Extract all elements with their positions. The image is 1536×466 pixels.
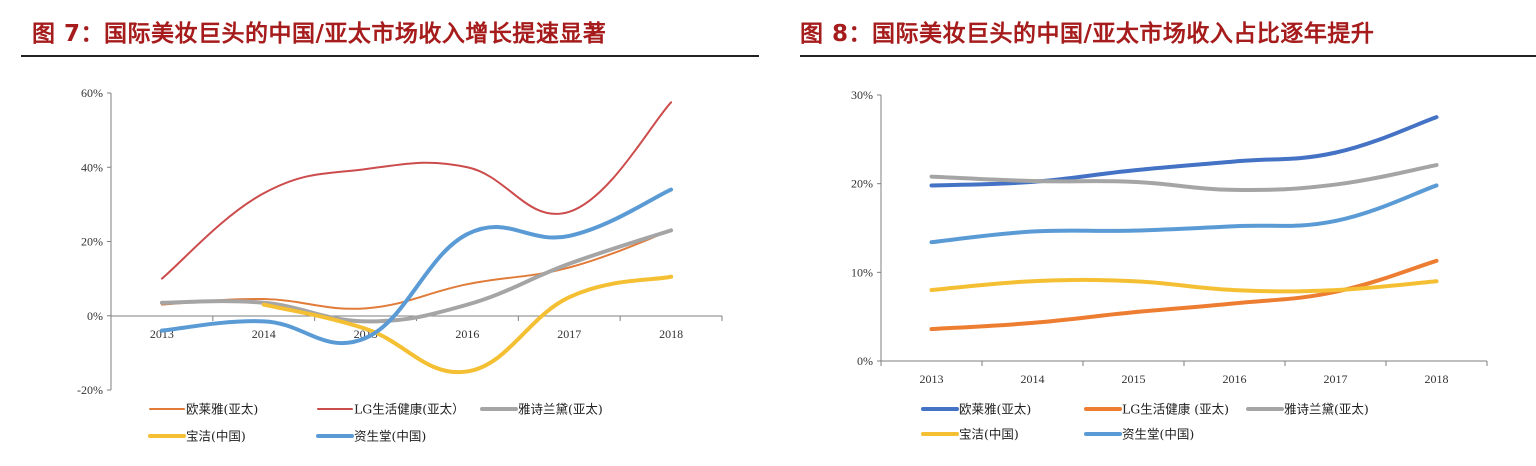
legend-label: 资生堂(中国) bbox=[1122, 427, 1194, 442]
y-tick-label: 30% bbox=[851, 88, 873, 102]
y-tick-label: 20% bbox=[851, 177, 873, 191]
y-tick-label: 0% bbox=[857, 354, 873, 368]
y-tick-label: 20% bbox=[81, 235, 103, 249]
legend-item: LG生活健康(亚太） bbox=[317, 402, 465, 417]
legend-label: 雅诗兰黛(亚太) bbox=[1284, 402, 1369, 417]
x-tick-label: 2018 bbox=[659, 327, 683, 341]
x-tick-label: 2017 bbox=[1324, 372, 1348, 386]
x-tick-label: 2014 bbox=[252, 327, 276, 341]
legend-item: 资生堂(中国) bbox=[1084, 427, 1194, 442]
y-tick-label: 10% bbox=[851, 265, 873, 279]
x-tick-label: 2016 bbox=[455, 327, 479, 341]
legend-item: 雅诗兰黛(亚太) bbox=[1246, 402, 1369, 417]
legend-label: 宝洁(中国) bbox=[959, 427, 1019, 442]
x-tick-label: 2016 bbox=[1223, 372, 1247, 386]
title-rule bbox=[800, 55, 1536, 57]
y-tick-label: 0% bbox=[87, 309, 103, 323]
legend-label: LG生活健康 (亚太) bbox=[1122, 402, 1229, 417]
y-tick-label: 40% bbox=[81, 160, 103, 174]
series-line-1 bbox=[929, 115, 1439, 188]
series-line-2 bbox=[929, 258, 1439, 332]
y-tick-label: 60% bbox=[81, 86, 103, 100]
series-line-1 bbox=[160, 229, 673, 310]
x-tick-label: 2013 bbox=[920, 372, 944, 386]
figure-7-panel: 图 7：国际美妆巨头的中国/亚太市场收入增长提速显著 -20% 0% 20% 40% 6… bbox=[21, 21, 759, 444]
legend-label: 欧莱雅(亚太) bbox=[959, 402, 1031, 417]
figure-8-title: 图 8：国际美妆巨头的中国/亚太市场收入占比逐年提升 bbox=[800, 21, 1375, 47]
x-tick-label: 2015 bbox=[1122, 372, 1146, 386]
legend-label: LG生活健康(亚太） bbox=[354, 402, 465, 417]
y-tick-label: -20% bbox=[77, 383, 103, 397]
legend-item: 宝洁(中国) bbox=[148, 429, 246, 444]
title-rule bbox=[21, 55, 759, 57]
series-line-3 bbox=[159, 228, 674, 324]
x-tick-label: 2018 bbox=[1425, 372, 1449, 386]
figure-8-panel: 图 8：国际美妆巨头的中国/亚太市场收入占比逐年提升 0% 10% 20% 30% 20… bbox=[768, 0, 1536, 466]
x-tick-label: 2017 bbox=[557, 327, 581, 341]
legend-item: 雅诗兰黛(亚太) bbox=[480, 402, 603, 417]
legend-item: 欧莱雅(亚太) bbox=[921, 402, 1031, 417]
x-tick-label: 2014 bbox=[1021, 372, 1045, 386]
series-line-5 bbox=[929, 183, 1439, 245]
legend-item: 宝洁(中国) bbox=[921, 427, 1019, 442]
legend-label: 资生堂(中国) bbox=[354, 429, 426, 444]
legend-label: 欧莱雅(亚太) bbox=[186, 402, 258, 417]
legend-item: 资生堂(中国) bbox=[316, 429, 426, 444]
series-line-3 bbox=[929, 163, 1439, 193]
legend-item: LG生活健康 (亚太) bbox=[1084, 402, 1229, 417]
legend-label: 雅诗兰黛(亚太) bbox=[518, 402, 603, 417]
share-chart: 0% 10% 20% 30% 2013 2014 2015 2016 2017 2018 欧莱雅(亚… bbox=[851, 88, 1488, 442]
legend-label: 宝洁(中国) bbox=[186, 429, 246, 444]
figure-7-title: 图 7：国际美妆巨头的中国/亚太市场收入增长提速显著 bbox=[32, 21, 607, 47]
series-line-2 bbox=[160, 101, 673, 280]
legend-item: 欧莱雅(亚太) bbox=[149, 402, 258, 417]
growth-chart: -20%0%20%40%60%2013 2014 2015 2016 2017 2018欧… bbox=[77, 86, 723, 444]
series-line-4 bbox=[929, 277, 1439, 294]
series-line-4 bbox=[261, 274, 674, 375]
series-line-5 bbox=[159, 187, 674, 345]
